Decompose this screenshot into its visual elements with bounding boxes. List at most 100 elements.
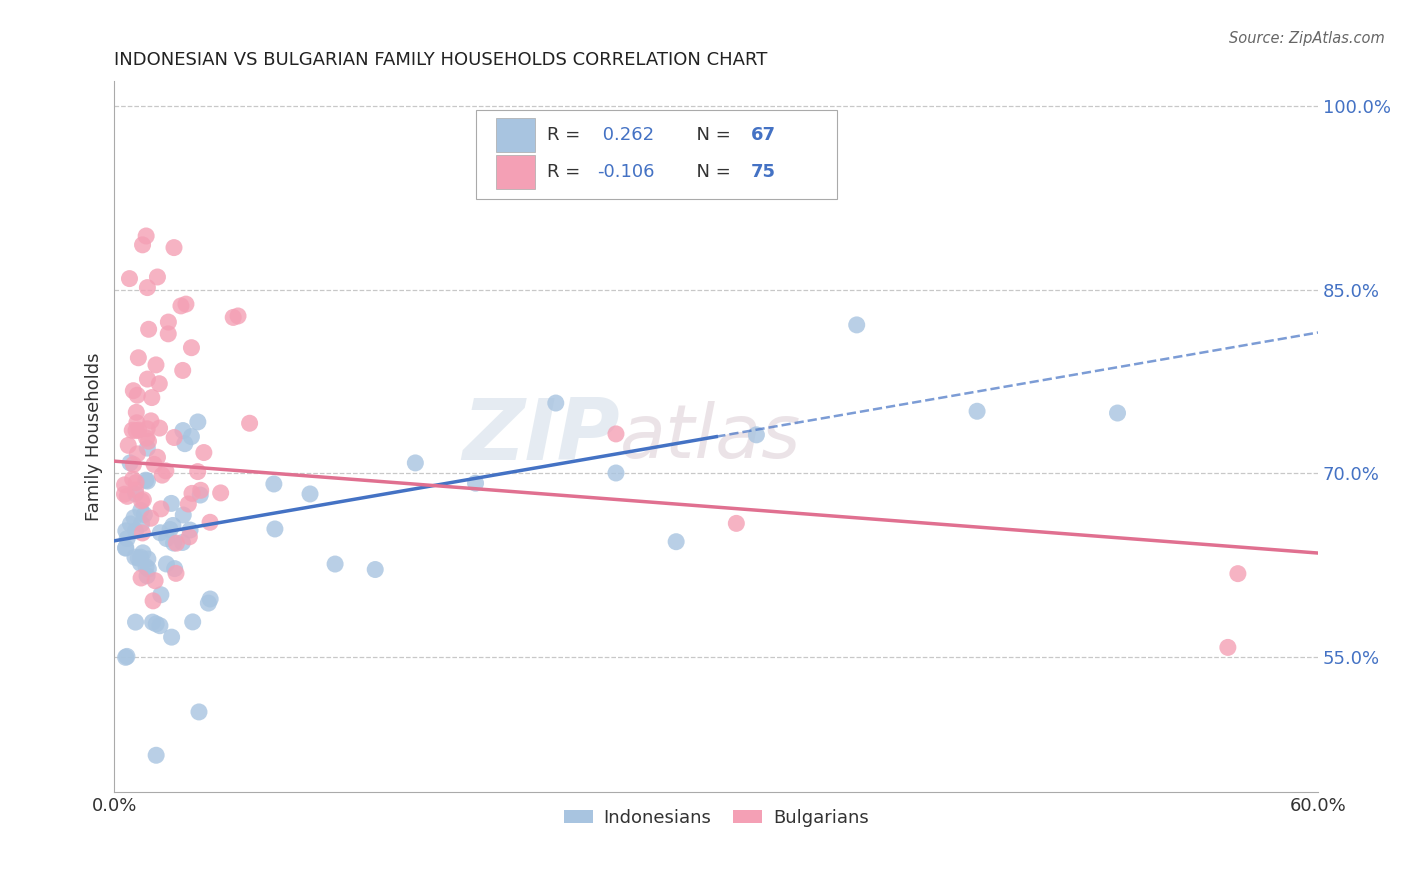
Point: [132, 492, 155, 507]
Point: [129, 503, 152, 517]
Point: [188, 488, 211, 502]
Point: [129, 571, 152, 585]
Point: [1107, 406, 1129, 420]
Point: [155, 464, 177, 478]
Point: [226, 309, 249, 323]
Point: [129, 556, 152, 570]
Point: [118, 271, 141, 285]
Point: [464, 476, 486, 491]
Point: [115, 532, 138, 546]
Point: [138, 434, 160, 449]
Text: atlas: atlas: [620, 401, 801, 473]
Point: [145, 358, 167, 372]
Point: [180, 429, 202, 443]
Point: [114, 478, 136, 492]
Point: [180, 341, 202, 355]
Point: [172, 424, 194, 438]
Point: [131, 516, 153, 531]
Point: [132, 546, 155, 560]
Point: [174, 297, 197, 311]
Point: [239, 416, 262, 430]
Point: [136, 474, 159, 488]
Point: [129, 550, 152, 565]
Point: [160, 630, 183, 644]
Point: [124, 483, 146, 497]
Point: [1216, 640, 1239, 655]
Point: [181, 486, 204, 500]
Point: [173, 436, 195, 450]
Point: [131, 237, 153, 252]
Point: [141, 391, 163, 405]
Point: [139, 511, 162, 525]
Text: R =: R =: [547, 162, 585, 180]
Point: [605, 426, 627, 441]
Point: [188, 705, 211, 719]
Point: [121, 423, 143, 437]
Point: [114, 650, 136, 665]
Point: [136, 568, 159, 582]
Point: [665, 534, 688, 549]
Point: [134, 508, 156, 522]
Point: [222, 310, 245, 325]
Text: Source: ZipAtlas.com: Source: ZipAtlas.com: [1229, 31, 1385, 46]
Point: [122, 384, 145, 398]
Point: [172, 535, 194, 549]
Point: [172, 508, 194, 522]
Point: [125, 416, 148, 430]
Point: [187, 415, 209, 429]
Point: [404, 456, 426, 470]
Point: [725, 516, 748, 531]
Point: [148, 421, 170, 435]
Point: [122, 510, 145, 524]
Point: [149, 588, 172, 602]
Point: [149, 618, 172, 632]
Point: [179, 523, 201, 537]
Point: [145, 616, 167, 631]
Point: [162, 536, 184, 550]
Text: INDONESIAN VS BULGARIAN FAMILY HOUSEHOLDS CORRELATION CHART: INDONESIAN VS BULGARIAN FAMILY HOUSEHOLD…: [114, 51, 768, 69]
Point: [127, 447, 149, 461]
Point: [149, 525, 172, 540]
Point: [148, 376, 170, 391]
Point: [605, 466, 627, 480]
Point: [136, 552, 159, 566]
Text: N =: N =: [685, 162, 737, 180]
Text: -0.106: -0.106: [598, 162, 655, 180]
Point: [172, 363, 194, 377]
Point: [163, 430, 186, 444]
Point: [263, 477, 285, 491]
Point: [165, 536, 187, 550]
Text: 67: 67: [751, 126, 776, 144]
Point: [146, 450, 169, 465]
Point: [127, 351, 149, 365]
Point: [264, 522, 287, 536]
Point: [159, 523, 181, 537]
Text: N =: N =: [685, 126, 737, 144]
Point: [150, 501, 173, 516]
Point: [160, 496, 183, 510]
Point: [745, 427, 768, 442]
Point: [157, 315, 180, 329]
Point: [117, 438, 139, 452]
Point: [155, 557, 177, 571]
Point: [114, 541, 136, 555]
Point: [136, 280, 159, 294]
Legend: Indonesians, Bulgarians: Indonesians, Bulgarians: [557, 802, 876, 834]
Point: [157, 326, 180, 341]
Text: 0.262: 0.262: [598, 126, 654, 144]
Point: [845, 318, 868, 332]
Point: [162, 518, 184, 533]
Point: [198, 516, 221, 530]
Point: [145, 748, 167, 763]
Point: [138, 562, 160, 576]
Point: [187, 465, 209, 479]
Point: [135, 431, 157, 445]
Point: [135, 229, 157, 244]
Point: [142, 594, 165, 608]
Point: [139, 414, 162, 428]
Point: [114, 541, 136, 556]
Point: [124, 524, 146, 538]
Point: [125, 475, 148, 490]
Point: [966, 404, 988, 418]
Point: [120, 516, 142, 531]
